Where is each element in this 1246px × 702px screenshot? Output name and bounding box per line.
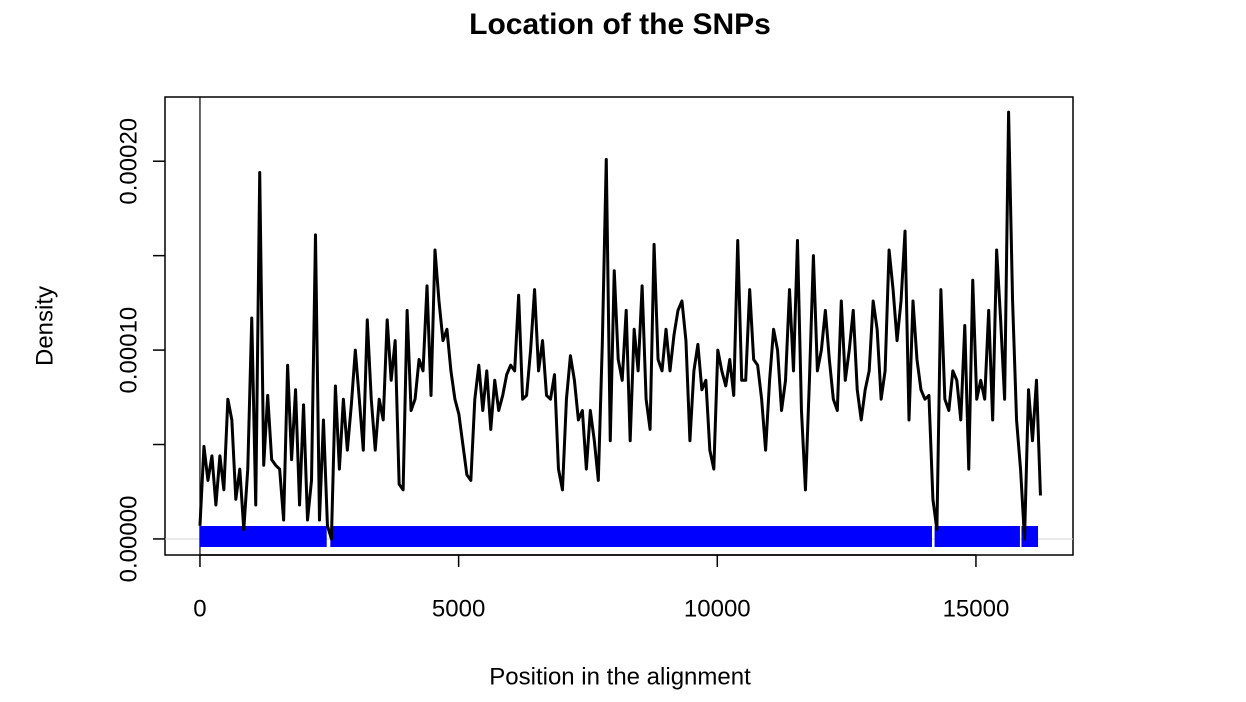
x-tick-label: 15000 — [943, 595, 1010, 622]
x-tick-label: 10000 — [684, 595, 751, 622]
chart-title: Location of the SNPs — [469, 8, 771, 41]
y-tick-label: 0.00000 — [115, 496, 142, 583]
snp-rug — [934, 526, 1020, 547]
x-axis-label: Position in the alignment — [489, 663, 751, 690]
snp-rug — [199, 526, 327, 547]
y-axis-label: Density — [31, 286, 58, 366]
y-tick-label: 0.00010 — [115, 307, 142, 394]
x-tick-label: 5000 — [432, 595, 485, 622]
x-tick-label: 0 — [193, 595, 206, 622]
snp-rug — [330, 526, 932, 547]
y-tick-label: 0.00020 — [115, 118, 142, 205]
density-line — [198, 110, 1042, 541]
